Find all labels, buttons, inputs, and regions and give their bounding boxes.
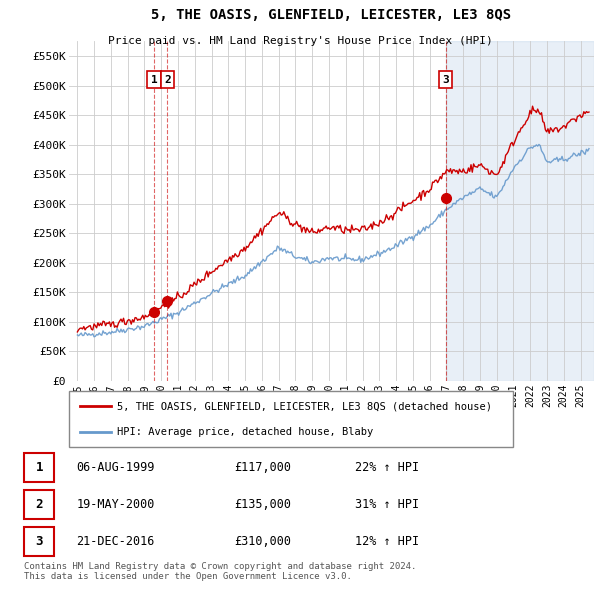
Text: £135,000: £135,000 bbox=[234, 498, 291, 511]
FancyBboxPatch shape bbox=[69, 391, 513, 447]
Title: 5, THE OASIS, GLENFIELD, LEICESTER, LE3 8QS: 5, THE OASIS, GLENFIELD, LEICESTER, LE3 … bbox=[151, 8, 512, 22]
Text: £117,000: £117,000 bbox=[234, 461, 291, 474]
Text: 1: 1 bbox=[151, 75, 158, 84]
Text: 19-MAY-2000: 19-MAY-2000 bbox=[76, 498, 155, 511]
Text: 3: 3 bbox=[442, 75, 449, 84]
FancyBboxPatch shape bbox=[24, 490, 55, 519]
Text: £310,000: £310,000 bbox=[234, 535, 291, 548]
Text: 21-DEC-2016: 21-DEC-2016 bbox=[76, 535, 155, 548]
Text: HPI: Average price, detached house, Blaby: HPI: Average price, detached house, Blab… bbox=[117, 427, 373, 437]
FancyBboxPatch shape bbox=[24, 453, 55, 481]
Text: Price paid vs. HM Land Registry's House Price Index (HPI): Price paid vs. HM Land Registry's House … bbox=[107, 37, 493, 46]
Text: 06-AUG-1999: 06-AUG-1999 bbox=[76, 461, 155, 474]
Text: 1: 1 bbox=[35, 461, 43, 474]
Text: 3: 3 bbox=[35, 535, 43, 548]
Text: Contains HM Land Registry data © Crown copyright and database right 2024.
This d: Contains HM Land Registry data © Crown c… bbox=[24, 562, 416, 581]
Bar bbox=[446, 41, 594, 381]
Text: 22% ↑ HPI: 22% ↑ HPI bbox=[355, 461, 419, 474]
Text: 12% ↑ HPI: 12% ↑ HPI bbox=[355, 535, 419, 548]
Text: 2: 2 bbox=[35, 498, 43, 511]
FancyBboxPatch shape bbox=[24, 527, 55, 556]
Text: 2: 2 bbox=[164, 75, 171, 84]
Text: 31% ↑ HPI: 31% ↑ HPI bbox=[355, 498, 419, 511]
Text: 5, THE OASIS, GLENFIELD, LEICESTER, LE3 8QS (detached house): 5, THE OASIS, GLENFIELD, LEICESTER, LE3 … bbox=[117, 401, 492, 411]
